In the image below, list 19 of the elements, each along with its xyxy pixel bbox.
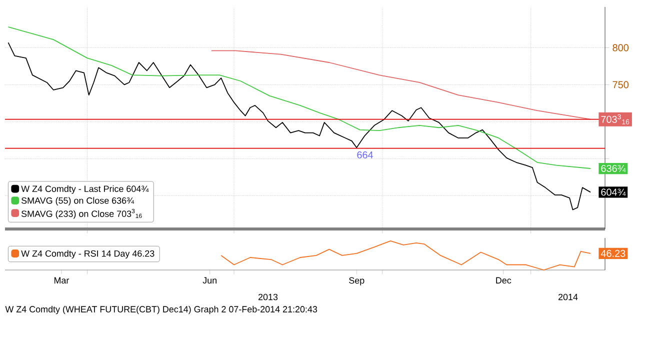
text: 2013 (258, 294, 278, 300)
legend-label: W Z4 Comdty - RSI 14 Day 46.23 (21, 250, 154, 258)
x-tick-label: Sep (349, 277, 364, 286)
legend-label: SMAVG (55) on Close 636¾ (21, 197, 134, 206)
annotation: 604¾ (601, 188, 626, 196)
legend-label: W Z4 Comdty - Last Price 604¾ (21, 185, 149, 194)
line-series (8, 26, 591, 169)
annotation: 46.23 (600, 250, 626, 257)
text: 2014 (558, 294, 578, 300)
line-series (211, 50, 591, 120)
annotation: 636¾ (601, 164, 626, 172)
text: W Z4 Comdty (WHEAT FUTURE(CBT) Dec14) Graph 2 07-Feb-2014 21:20:43 (5, 306, 318, 314)
y-tick-label: 750 (612, 81, 629, 88)
line-series (8, 42, 591, 210)
ref-line-label: 664 (357, 151, 374, 158)
x-tick-label: Jun (202, 277, 216, 284)
x-tick-label: Mar (54, 277, 70, 284)
x-tick-label: Dec (496, 277, 512, 284)
y-tick-label: 800 (612, 44, 629, 52)
